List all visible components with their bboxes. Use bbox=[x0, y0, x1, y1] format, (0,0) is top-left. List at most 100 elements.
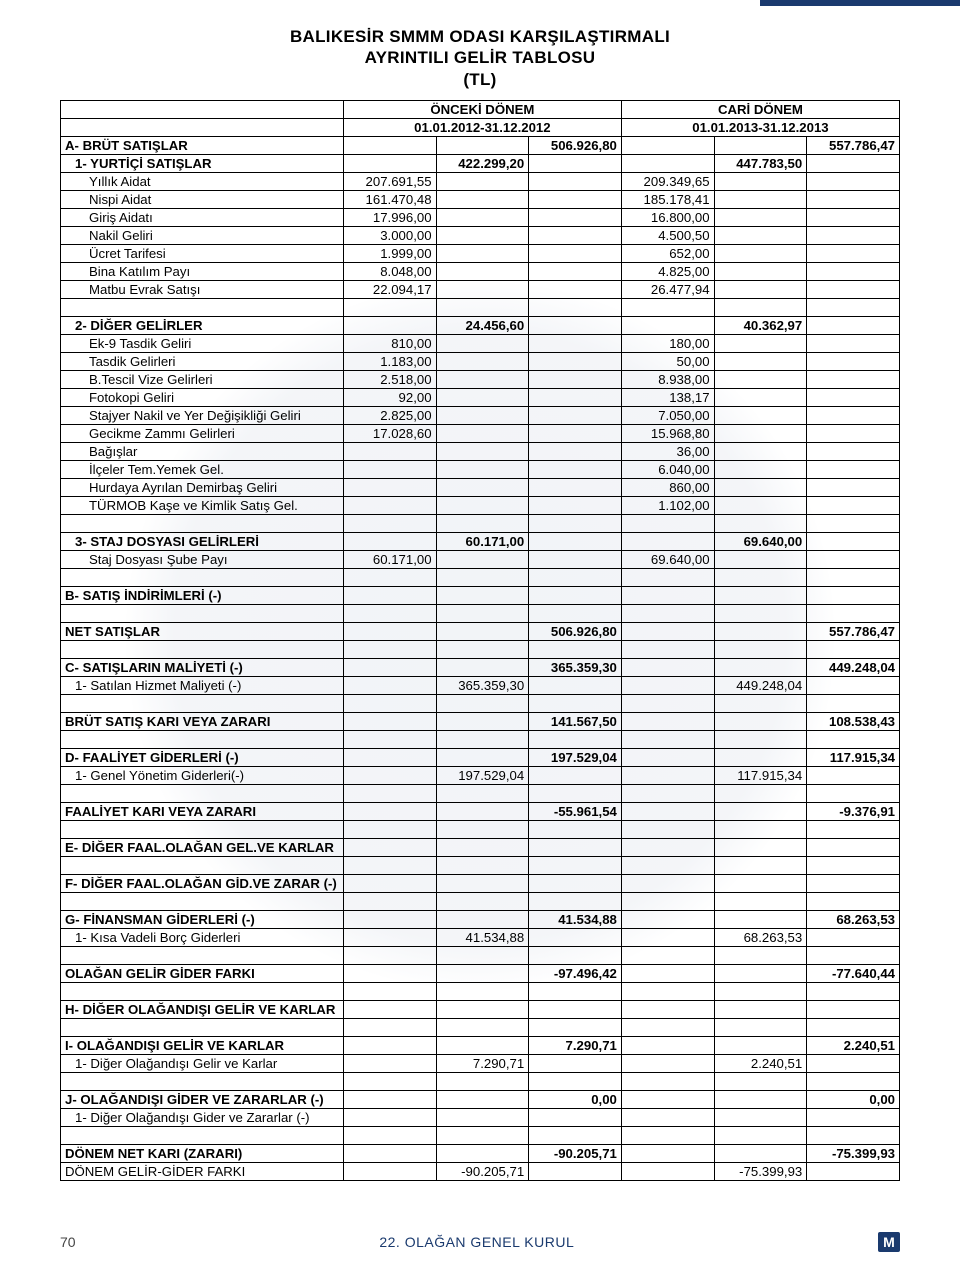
table-cell: -55.961,54 bbox=[529, 802, 622, 820]
table-cell bbox=[529, 1126, 622, 1144]
table-cell bbox=[807, 838, 900, 856]
table-cell: 7.050,00 bbox=[621, 406, 714, 424]
table-cell: 60.171,00 bbox=[436, 532, 529, 550]
table-cell bbox=[436, 748, 529, 766]
table-cell: Yıllık Aidat bbox=[61, 172, 344, 190]
table-cell: 60.171,00 bbox=[343, 550, 436, 568]
table-cell bbox=[807, 406, 900, 424]
table-cell bbox=[529, 226, 622, 244]
table-cell: 506.926,80 bbox=[529, 622, 622, 640]
table-row: B- SATIŞ İNDİRİMLERİ (-) bbox=[61, 586, 900, 604]
table-cell bbox=[807, 496, 900, 514]
table-row bbox=[61, 694, 900, 712]
table-cell bbox=[529, 424, 622, 442]
table-row bbox=[61, 982, 900, 1000]
table-row: Matbu Evrak Satışı22.094,1726.477,94 bbox=[61, 280, 900, 298]
table-cell bbox=[807, 820, 900, 838]
table-cell bbox=[343, 712, 436, 730]
table-cell bbox=[807, 784, 900, 802]
table-cell: 557.786,47 bbox=[807, 622, 900, 640]
table-cell bbox=[529, 604, 622, 622]
table-cell bbox=[343, 298, 436, 316]
table-cell bbox=[529, 640, 622, 658]
table-cell bbox=[61, 694, 344, 712]
table-cell bbox=[621, 1072, 714, 1090]
table-cell bbox=[343, 658, 436, 676]
income-table: ÖNCEKİ DÖNEM CARİ DÖNEM 01.01.2012-31.12… bbox=[60, 100, 900, 1181]
table-cell: 7.290,71 bbox=[529, 1036, 622, 1054]
table-cell: -97.496,42 bbox=[529, 964, 622, 982]
table-cell: H- DİĞER OLAĞANDIŞI GELİR VE KARLAR bbox=[61, 1000, 344, 1018]
table-cell: 68.263,53 bbox=[807, 910, 900, 928]
table-cell bbox=[61, 568, 344, 586]
table-cell bbox=[436, 370, 529, 388]
table-row: Yıllık Aidat207.691,55209.349,65 bbox=[61, 172, 900, 190]
table-row: I- OLAĞANDIŞI GELİR VE KARLAR7.290,712.2… bbox=[61, 1036, 900, 1054]
table-cell bbox=[621, 1144, 714, 1162]
table-cell: 447.783,50 bbox=[714, 154, 807, 172]
table-cell: 40.362,97 bbox=[714, 316, 807, 334]
table-cell: Matbu Evrak Satışı bbox=[61, 280, 344, 298]
table-row bbox=[61, 856, 900, 874]
table-cell bbox=[436, 136, 529, 154]
table-cell bbox=[714, 658, 807, 676]
table-cell: 6.040,00 bbox=[621, 460, 714, 478]
table-cell bbox=[807, 244, 900, 262]
table-cell bbox=[343, 154, 436, 172]
table-cell bbox=[621, 154, 714, 172]
table-cell bbox=[714, 550, 807, 568]
table-cell: 117.915,34 bbox=[807, 748, 900, 766]
table-cell bbox=[529, 874, 622, 892]
table-cell bbox=[436, 946, 529, 964]
table-cell bbox=[714, 1144, 807, 1162]
table-cell bbox=[714, 226, 807, 244]
table-cell: -75.399,93 bbox=[807, 1144, 900, 1162]
table-cell bbox=[807, 226, 900, 244]
table-cell bbox=[714, 568, 807, 586]
table-cell bbox=[621, 316, 714, 334]
table-cell: 22.094,17 bbox=[343, 280, 436, 298]
table-row: 3- STAJ DOSYASI GELİRLERİ60.171,0069.640… bbox=[61, 532, 900, 550]
table-row: İlçeler Tem.Yemek Gel.6.040,00 bbox=[61, 460, 900, 478]
table-cell bbox=[61, 982, 344, 1000]
table-cell bbox=[807, 352, 900, 370]
table-cell bbox=[343, 694, 436, 712]
table-cell bbox=[621, 658, 714, 676]
table-cell bbox=[529, 352, 622, 370]
table-cell bbox=[714, 1108, 807, 1126]
table-row: Nispi Aidat161.470,48185.178,41 bbox=[61, 190, 900, 208]
table-cell bbox=[621, 568, 714, 586]
table-cell bbox=[714, 1000, 807, 1018]
table-cell bbox=[621, 1000, 714, 1018]
table-cell bbox=[621, 514, 714, 532]
table-cell bbox=[529, 550, 622, 568]
table-cell bbox=[529, 946, 622, 964]
table-row bbox=[61, 514, 900, 532]
table-cell bbox=[807, 730, 900, 748]
table-cell bbox=[807, 568, 900, 586]
table-cell bbox=[529, 244, 622, 262]
table-cell bbox=[436, 910, 529, 928]
table-row: NET SATIŞLAR506.926,80557.786,47 bbox=[61, 622, 900, 640]
table-cell bbox=[343, 1072, 436, 1090]
table-cell bbox=[621, 982, 714, 1000]
table-cell bbox=[529, 388, 622, 406]
table-cell: 1- Satılan Hizmet Maliyeti (-) bbox=[61, 676, 344, 694]
table-cell bbox=[621, 1162, 714, 1180]
table-cell bbox=[714, 1036, 807, 1054]
table-cell bbox=[807, 370, 900, 388]
table-cell bbox=[807, 262, 900, 280]
table-cell: 365.359,30 bbox=[529, 658, 622, 676]
table-cell bbox=[621, 676, 714, 694]
table-cell bbox=[807, 1072, 900, 1090]
table-cell: Nakil Geliri bbox=[61, 226, 344, 244]
table-cell bbox=[807, 1000, 900, 1018]
table-row: G- FİNANSMAN GİDERLERİ (-)41.534,8868.26… bbox=[61, 910, 900, 928]
table-cell bbox=[714, 748, 807, 766]
table-cell bbox=[529, 280, 622, 298]
table-cell bbox=[621, 604, 714, 622]
table-cell bbox=[343, 1126, 436, 1144]
table-cell bbox=[529, 820, 622, 838]
table-cell bbox=[714, 1018, 807, 1036]
table-cell bbox=[807, 586, 900, 604]
